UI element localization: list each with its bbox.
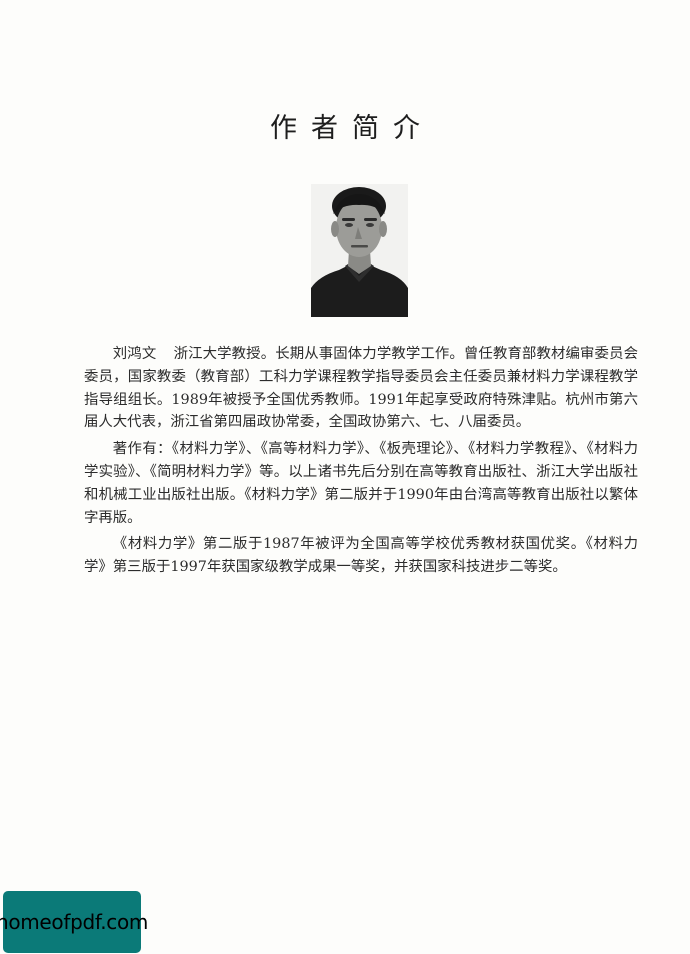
author-bio: 刘鸿文 浙江大学教授。长期从事固体力学教学工作。曾任教育部教材编审委员会委员，国家… [84, 343, 638, 583]
bio-paragraph-2: 著作有：《材料力学》、《高等材料力学》、《板壳理论》、《材料力学教程》、《材料力… [84, 441, 638, 526]
author-portrait [311, 184, 408, 317]
page-title: 作者简介 [270, 113, 434, 144]
bio-paragraph-1-text: 浙江大学教授。长期从事固体力学教学工作。曾任教育部教材编审委员会委员，国家教委（… [84, 346, 638, 431]
watermark-text: homeofpdf.com [0, 910, 149, 934]
author-name: 刘鸿文 [112, 346, 157, 362]
bio-paragraph-1: 刘鸿文 浙江大学教授。长期从事固体力学教学工作。曾任教育部教材编审委员会委员，国家… [84, 343, 638, 434]
bio-paragraph-3: 《材料力学》第二版于1987年被评为全国高等学校优秀教材获国优奖。《材料力学》第… [84, 536, 638, 576]
watermark-badge: homeofpdf.com [0, 891, 148, 953]
